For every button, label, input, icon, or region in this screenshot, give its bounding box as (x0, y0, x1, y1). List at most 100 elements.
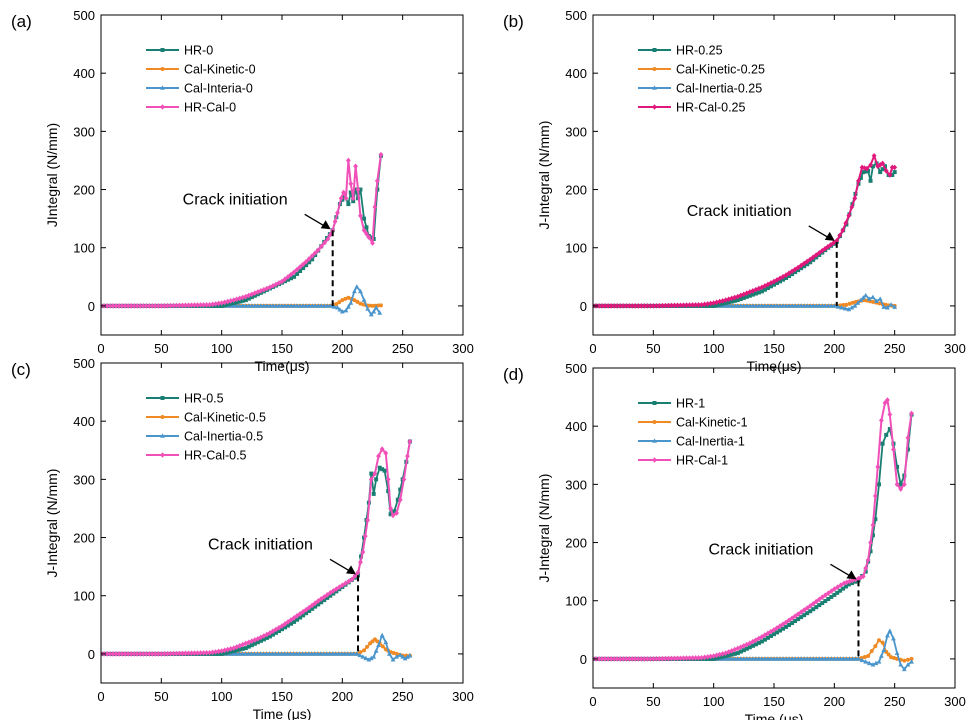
data-point (304, 611, 309, 616)
data-point (341, 189, 346, 196)
data-point (735, 656, 741, 661)
data-point (816, 596, 822, 603)
data-point (348, 180, 354, 187)
data-point (805, 611, 810, 616)
data-point (819, 656, 825, 661)
data-point (868, 162, 873, 168)
data-point (104, 651, 110, 657)
data-point (714, 656, 719, 661)
data-point (886, 652, 891, 657)
data-point (294, 266, 300, 273)
data-point (872, 493, 878, 499)
data-point (681, 655, 686, 661)
data-point (327, 231, 333, 238)
data-point (864, 165, 870, 172)
data-point (261, 651, 266, 656)
data-point (626, 303, 632, 309)
x-tick-label: 200 (331, 689, 353, 704)
data-point (134, 651, 140, 657)
legend-entry: HR-Cal-0.5 (184, 449, 247, 463)
data-point (372, 470, 378, 477)
data-point (267, 303, 273, 308)
data-point (741, 648, 746, 653)
data-point (909, 656, 914, 661)
data-point (312, 250, 318, 256)
data-point (901, 481, 907, 488)
data-point (687, 655, 692, 661)
data-point (810, 600, 816, 607)
data-point (380, 467, 385, 472)
data-point (249, 643, 254, 648)
data-point (629, 303, 635, 309)
legend-entry: Cal-Inertia-1 (676, 435, 745, 449)
series-markers-HR-0.25 (593, 161, 897, 308)
x-tick-label: 150 (271, 341, 293, 356)
data-point (246, 303, 252, 308)
data-point (744, 290, 750, 296)
data-point (407, 438, 413, 445)
data-point (327, 303, 333, 308)
data-point (873, 644, 878, 649)
data-point (852, 303, 858, 308)
data-point (405, 654, 410, 659)
data-point (255, 303, 261, 308)
data-point (234, 651, 239, 656)
data-point (799, 615, 804, 620)
data-point (881, 647, 887, 652)
data-point (870, 294, 876, 299)
data-point (831, 239, 837, 246)
data-point (750, 303, 756, 308)
data-point (781, 277, 786, 282)
legend-marker (160, 85, 165, 90)
data-point (189, 302, 194, 308)
data-point (863, 659, 869, 664)
data-point (334, 302, 339, 307)
data-point (383, 450, 389, 456)
data-point (243, 651, 248, 656)
y-axis-label: J-Integral (N/mm) (536, 121, 552, 230)
data-point (644, 656, 650, 662)
data-point (312, 600, 318, 606)
data-point (747, 303, 753, 308)
data-point (116, 303, 122, 309)
data-point (267, 651, 272, 656)
data-point (883, 302, 888, 307)
data-point (732, 651, 737, 656)
data-point (762, 303, 768, 308)
data-point (186, 302, 191, 309)
data-point (846, 306, 852, 312)
data-point (805, 262, 810, 267)
data-point (167, 650, 173, 657)
data-point (892, 164, 898, 171)
data-point (343, 296, 348, 301)
data-point (318, 651, 324, 656)
data-point (747, 289, 753, 295)
data-point (768, 280, 774, 286)
data-point (862, 654, 867, 659)
data-point (744, 303, 750, 308)
data-point (873, 660, 879, 666)
plot-area (593, 397, 914, 672)
data-point (902, 658, 907, 663)
data-point (358, 212, 363, 219)
data-point (395, 497, 400, 502)
data-point (279, 623, 285, 629)
data-point (390, 512, 396, 519)
data-point (798, 303, 804, 308)
data-point (866, 654, 871, 658)
data-point (288, 303, 294, 308)
data-point (312, 651, 318, 656)
data-point (876, 482, 881, 487)
x-tick-label: 100 (703, 341, 725, 356)
data-point (276, 280, 282, 286)
data-point (784, 624, 789, 629)
data-point (345, 304, 351, 309)
data-point (219, 303, 224, 308)
data-point (225, 298, 231, 305)
data-point (378, 303, 383, 308)
data-point (729, 299, 734, 304)
data-point (826, 596, 831, 601)
data-point (798, 656, 804, 661)
legend-entry: HR-0.25 (676, 44, 723, 58)
data-point (846, 212, 852, 219)
